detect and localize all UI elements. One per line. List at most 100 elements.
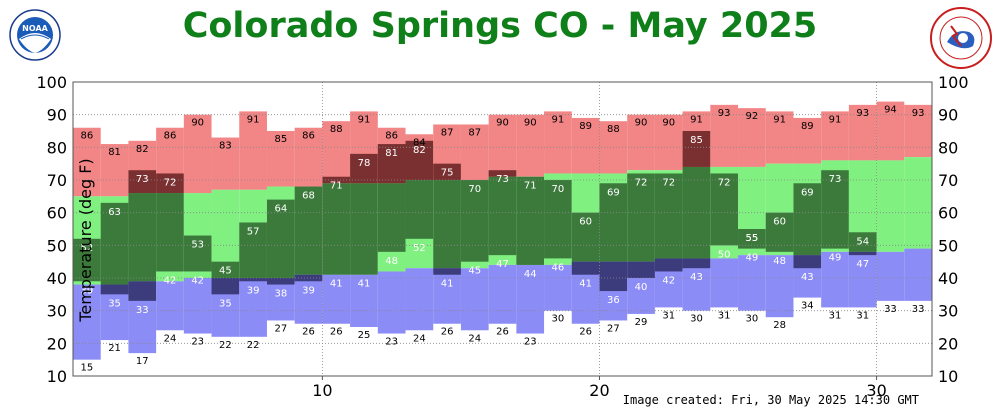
record-high-label: 93 [718,108,731,119]
record-low-label: 15 [80,363,93,374]
y-tick-label-right: 60 [938,204,958,223]
observed-high-label: 52 [80,243,93,254]
y-tick-label-left: 90 [47,106,67,125]
observed-high-label: 54 [856,236,869,247]
observed-high-label: 82 [413,145,426,156]
y-tick-label-right: 70 [938,171,958,190]
observed-below-normal-bar [654,258,683,272]
record-high-label: 81 [108,147,121,158]
observed-normal-bar [848,232,877,252]
y-tick-label-left: 20 [47,334,67,353]
record-low-band [848,251,877,308]
observed-high-label: 68 [302,191,315,202]
observed-low-label: 40 [635,282,648,293]
extra-band-label: 55 [746,233,759,244]
record-high-band [100,144,129,197]
record-low-band [350,274,378,327]
record-high-band [654,114,683,171]
observed-low-label: 43 [690,272,703,283]
observed-low-label: 49 [829,253,842,264]
record-high-label: 87 [468,127,481,138]
record-high-label: 86 [385,131,398,142]
record-high-band [294,127,323,187]
x-tick-label: 30 [866,381,886,400]
record-low-band [377,271,406,334]
record-low-label: 26 [302,327,315,338]
record-high-label: 90 [191,118,204,129]
observed-high-label: 71 [330,181,343,192]
observed-above-normal-bar [156,173,184,194]
y-tick-label-right: 50 [938,236,958,255]
record-high-band [627,114,655,171]
observed-low-label: 44 [524,269,537,280]
record-low-label: 26 [441,327,454,338]
record-low-band [294,274,323,324]
record-high-band [904,104,932,158]
record-high-label: 87 [441,127,454,138]
y-tick-label-left: 70 [47,171,67,190]
record-high-label: 93 [856,108,869,119]
record-high-band [460,124,489,180]
nws-logo-icon [930,7,992,69]
observed-high-label: 71 [524,181,537,192]
observed-above-normal-bar [433,163,461,180]
observed-above-normal-bar [350,153,378,184]
observed-high-label: 63 [108,207,121,218]
observed-high-label: 72 [718,177,731,188]
observed-below-normal-bar [848,251,877,256]
record-high-label: 85 [274,134,287,145]
record-high-band [793,117,822,164]
record-high-label: 88 [607,124,620,135]
observed-normal-bar [516,176,545,265]
observed-low-label: 42 [191,275,204,286]
record-low-band [156,281,184,331]
observed-normal-bar [433,180,461,269]
record-high-label: 88 [330,124,343,135]
observed-low-label: 52 [413,243,426,254]
record-low-band [488,264,517,324]
observed-normal-bar [294,186,323,275]
y-tick-label-right: 10 [938,367,958,386]
observed-normal-bar [156,193,184,272]
record-high-label: 90 [524,118,537,129]
observed-below-normal-bar [627,261,655,278]
observed-normal-bar [350,183,378,275]
observed-normal-bar [627,173,655,262]
record-low-band [904,248,932,301]
record-high-label: 83 [219,141,232,152]
observed-low-label: 42 [662,275,675,286]
record-low-label: 27 [274,323,287,334]
observed-normal-bar [710,173,739,246]
observed-above-normal-bar [377,144,406,184]
observed-high-label: 73 [496,174,509,185]
observed-high-label: 70 [468,184,481,195]
observed-low-label: 36 [607,295,620,306]
observed-high-label: 53 [191,240,204,251]
record-high-band [322,121,351,184]
record-low-label: 25 [358,330,371,341]
observed-normal-bar [738,229,766,249]
record-low-label: 34 [801,301,814,312]
observed-normal-bar [460,180,489,262]
record-low-label: 24 [413,333,426,344]
record-high-band [488,114,517,177]
record-low-label: 23 [385,337,398,348]
record-high-label: 82 [136,144,149,155]
observed-low-label: 39 [302,285,315,296]
observed-high-label: 72 [662,177,675,188]
observed-low-label: 49 [746,253,759,264]
record-low-band [544,264,572,311]
y-tick-label-left: 10 [47,367,67,386]
observed-low-label: 48 [773,256,786,267]
observed-normal-bar [793,183,822,256]
x-tick-label: 10 [312,381,332,400]
svg-text:NOAA: NOAA [22,24,48,33]
record-high-band [571,117,600,174]
record-high-label: 91 [552,114,565,125]
y-tick-label-left: 50 [47,236,67,255]
observed-normal-bar [211,261,240,278]
record-low-band [876,251,905,301]
y-tick-label-right: 40 [938,269,958,288]
observed-below-normal-bar [100,284,129,295]
